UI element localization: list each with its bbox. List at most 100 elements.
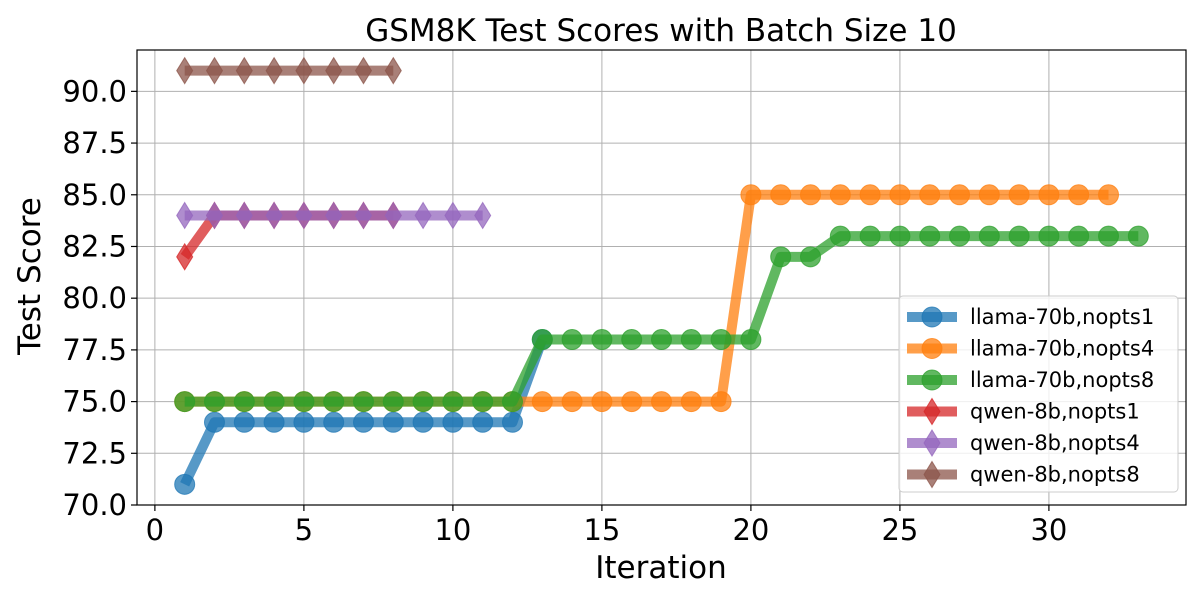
data-point [203,391,225,413]
data-point [295,56,313,85]
data-point [233,391,255,413]
data-point [889,225,911,247]
data-point [263,411,285,433]
data-point [293,391,315,413]
data-point [1098,184,1120,206]
data-point [978,184,1000,206]
legend: llama-70b,nopts1 llama-70b,nopts4 llama-70… [898,295,1179,493]
data-point [561,391,583,413]
data-point [1068,225,1090,247]
legend-box [898,295,1179,493]
data-point [591,391,613,413]
data-point [176,56,194,85]
data-point [1098,225,1120,247]
data-point [323,411,345,433]
data-point [621,391,643,413]
y-tick-label: 77.5 [62,333,127,367]
chart-title: GSM8K Test Scores with Batch Size 10 [365,13,957,49]
legend-label: qwen-8b,nopts1 [970,400,1140,424]
data-point [176,201,194,230]
data-point [174,391,196,413]
y-tick-label: 80.0 [62,281,127,315]
data-point [472,391,494,413]
data-point [442,411,464,433]
data-point [710,391,732,413]
legend-label: llama-70b,nopts1 [970,305,1154,329]
data-point [235,201,253,230]
data-point [531,391,553,413]
legend-entry: qwen-8b,nopts4 [907,429,1140,457]
plot-frame [136,49,1187,506]
data-point [444,201,462,230]
legend-marker [921,306,943,328]
y-tick-label: 72.5 [62,436,127,470]
x-tick-label: 25 [881,513,918,547]
y-tick-label: 87.5 [62,126,127,160]
data-point [800,184,822,206]
data-point [325,201,343,230]
data-point [352,411,374,433]
legend-marker [923,460,941,489]
x-axis-title: Iteration [595,550,727,586]
data-point [949,225,971,247]
x-tick-label: 15 [583,513,620,547]
y-axis-title: Test Score [12,197,48,356]
data-point [205,201,224,230]
legend-label: llama-70b,nopts8 [970,368,1154,392]
data-point [472,411,494,433]
data-point [919,225,941,247]
legend-marker [923,429,941,457]
legend-label: qwen-8b,nopts4 [970,431,1140,455]
legend-marker [921,369,943,391]
data-point [770,246,792,268]
data-point [1068,184,1090,206]
legend-marker [923,397,941,426]
y-tick-label: 70.0 [62,488,127,522]
x-tick-label: 30 [1030,513,1067,547]
data-point [1008,184,1030,206]
data-point [235,56,253,85]
x-tick-label: 20 [732,513,769,547]
data-point [176,242,194,271]
data-point [591,329,613,351]
data-point [710,329,732,351]
data-point [829,225,851,247]
data-point [680,391,702,413]
data-point [382,391,404,413]
data-point [412,391,434,413]
data-point [651,391,672,413]
data-point [651,329,672,351]
data-point [889,184,911,206]
legend-entry: qwen-8b,nopts8 [907,460,1140,489]
x-tick-label: 0 [146,513,164,547]
data-point [323,391,345,413]
data-point [1127,225,1149,247]
x-tick-label: 5 [295,513,313,547]
y-tick-label: 90.0 [62,74,127,108]
data-point [859,184,881,206]
x-tick-label: 10 [434,513,471,547]
series-llama-70b,nopts8 [174,225,1149,413]
data-point [414,201,432,230]
data-point [800,246,822,268]
data-point [384,56,402,85]
data-point [740,329,762,351]
legend-entry: llama-70b,nopts1 [907,305,1154,329]
data-point [354,201,373,230]
data-point [442,391,464,413]
data-point [174,473,196,495]
data-point [949,184,971,206]
data-point [621,329,643,351]
legend-entry: qwen-8b,nopts1 [907,397,1140,426]
data-point [501,411,523,433]
data-point [384,201,402,230]
data-point [770,184,792,206]
data-point [205,56,224,85]
data-point [325,56,343,85]
series-llama-70b,nopts1 [174,329,553,495]
data-point [501,391,523,413]
data-point [203,411,225,433]
series-qwen-8b,nopts4 [176,201,492,230]
